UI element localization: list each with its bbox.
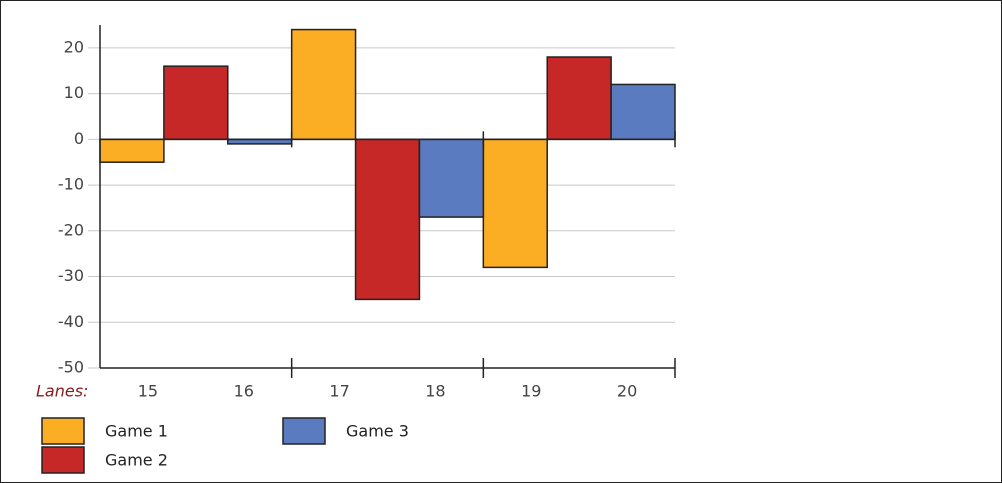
y-tick-label: -20 <box>58 220 84 239</box>
y-tick-label: 10 <box>64 83 84 102</box>
bar <box>290 28 357 141</box>
y-tick-label: 0 <box>74 129 84 148</box>
legend-label: Game 2 <box>105 451 168 470</box>
y-tick-label: -50 <box>58 358 84 377</box>
legend-swatch <box>41 446 85 474</box>
x-tick-label: 16 <box>234 382 254 401</box>
bar <box>99 138 165 163</box>
legend-swatch <box>282 417 326 445</box>
bar <box>610 83 676 141</box>
legend-swatch <box>41 417 85 445</box>
x-tick-label: 17 <box>329 382 349 401</box>
y-tick-label: -40 <box>58 312 84 331</box>
y-tick-label: 20 <box>64 37 84 56</box>
x-tick-label: 20 <box>617 382 637 401</box>
y-tick-label: -30 <box>58 266 84 285</box>
bar <box>354 138 421 301</box>
x-axis-label: Lanes: <box>36 382 88 401</box>
y-tick-label: -10 <box>58 175 84 194</box>
x-tick-label: 18 <box>425 382 445 401</box>
bar <box>482 138 548 269</box>
legend-label: Game 3 <box>346 422 409 441</box>
x-tick-label: 15 <box>138 382 158 401</box>
bar <box>418 138 485 218</box>
x-tick-label: 19 <box>521 382 541 401</box>
bar <box>546 56 612 141</box>
bar <box>163 65 229 141</box>
legend-label: Game 1 <box>105 422 168 441</box>
